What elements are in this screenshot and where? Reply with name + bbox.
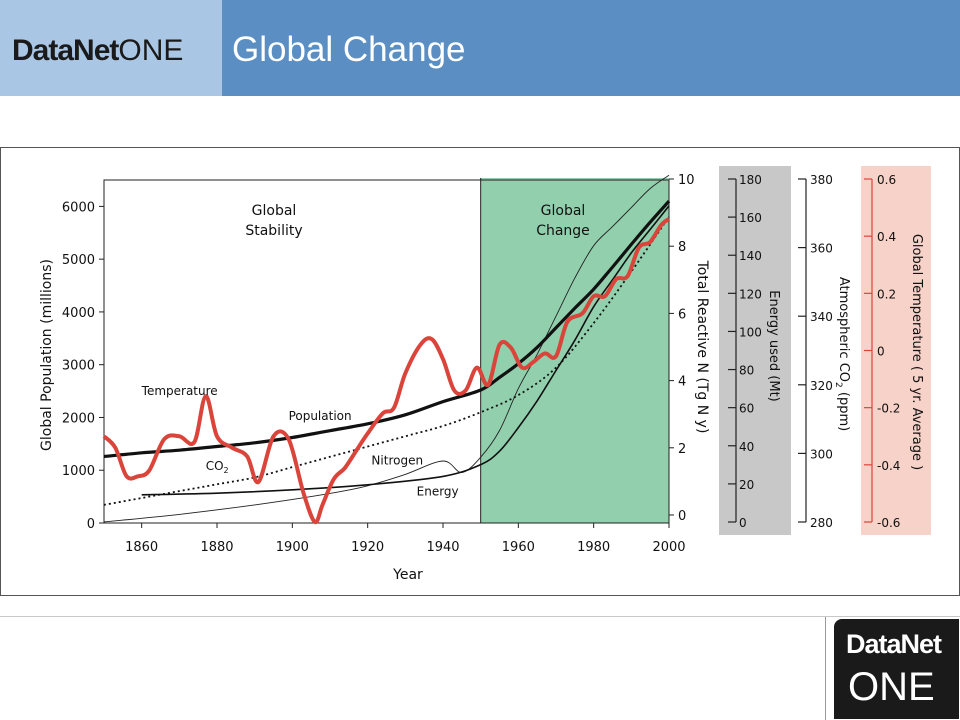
energy-axis-band	[719, 166, 791, 535]
header-bar: DataNetONE Global Change	[0, 0, 960, 96]
badge-one: ONE	[848, 665, 935, 709]
x-axis-title: Year	[392, 567, 423, 583]
nitrogen-tick-label-6: 6	[678, 307, 686, 322]
chart-frame: Global Stability Global Change Temperatu…	[0, 147, 960, 596]
temperature-axis: 0.6 0.4 0.2 0 -0.2 -0.4 -0.6	[864, 173, 900, 530]
co2-axis: 280 300 320 340 360 380	[798, 173, 833, 530]
x-tick-label-1900: 1900	[276, 540, 309, 555]
energy-tick-label-40: 40	[739, 440, 754, 454]
energy-axis-title: Energy used (Mt)	[766, 290, 781, 402]
co2-tick-label-360: 360	[810, 242, 833, 256]
plot-area	[103, 179, 670, 524]
x-tick-label-1960: 1960	[502, 540, 535, 555]
badge-background: DataNet ONE	[834, 619, 959, 719]
population-tick-label-0: 0	[87, 517, 95, 532]
datanetone-badge: DataNet ONE	[825, 617, 960, 720]
energy-tick-label-60: 60	[739, 402, 754, 416]
co2-tick-label-280: 280	[810, 516, 833, 530]
label-co2-sub: 2	[224, 466, 229, 475]
temperature-tick-label--0.2: -0.2	[877, 402, 900, 416]
x-tick-label-1980: 1980	[577, 540, 610, 555]
temperature-tick-label--0.4: -0.4	[877, 459, 900, 473]
label-energy: Energy	[417, 485, 459, 499]
region-label-stability-line1: Global	[252, 203, 297, 219]
temperature-tick-label-0.6: 0.6	[877, 173, 896, 187]
energy-axis: 0 20 40 60 80 100 120 140 160 180	[728, 173, 762, 530]
nitrogen-tick-label-10: 10	[678, 173, 695, 188]
co2-tick-label-300: 300	[810, 447, 833, 461]
series-co2-line	[103, 216, 670, 506]
temperature-axis-band	[861, 166, 931, 535]
energy-tick-label-20: 20	[739, 478, 754, 492]
series-temperature-line	[102, 217, 671, 525]
badge-word: DataNet	[846, 629, 942, 659]
energy-tick-label-180: 180	[739, 173, 762, 187]
region-label-change-line2: Change	[536, 223, 590, 239]
population-tick-label-5000: 5000	[62, 253, 95, 268]
co2-tick-label-340: 340	[810, 310, 833, 324]
population-tick-label-4000: 4000	[62, 306, 95, 321]
temperature-tick-label--0.6: -0.6	[877, 516, 900, 530]
footer-divider	[0, 616, 960, 617]
nitrogen-tick-label-2: 2	[678, 442, 686, 457]
datanetone-logo: DataNetONE	[12, 34, 183, 68]
logo-word: DataNet	[12, 34, 119, 67]
logo-box: DataNetONE	[0, 0, 222, 96]
temperature-tick-label-0.2: 0.2	[877, 287, 896, 301]
co2-tick-label-320: 320	[810, 379, 833, 393]
nitrogen-tick-label-0: 0	[678, 509, 686, 524]
label-population: Population	[289, 409, 352, 423]
series-energy-line	[103, 174, 670, 523]
population-tick-label-1000: 1000	[62, 464, 95, 479]
temperature-tick-label-0: 0	[877, 345, 885, 359]
region-label-stability-line2: Stability	[245, 223, 302, 239]
x-tick-label-1880: 1880	[200, 540, 233, 555]
population-axis-title: Global Population (millions)	[39, 259, 55, 451]
energy-tick-label-160: 160	[739, 211, 762, 225]
co2-axis-title-tail: (ppm)	[836, 388, 851, 431]
energy-tick-label-140: 140	[739, 249, 762, 263]
nitrogen-tick-label-4: 4	[678, 375, 686, 390]
energy-tick-label-0: 0	[739, 516, 747, 530]
x-axis: 1860 1880 1900 1920 1940 1960 1980 2000	[125, 523, 686, 555]
population-tick-label-6000: 6000	[62, 200, 95, 215]
label-temperature: Temperature	[141, 384, 218, 398]
population-tick-label-2000: 2000	[62, 411, 95, 426]
energy-tick-label-100: 100	[739, 325, 762, 339]
logo-one: ONE	[118, 34, 184, 67]
co2-axis-title-main: Atmospheric CO	[836, 277, 851, 382]
x-tick-label-1920: 1920	[351, 540, 384, 555]
temperature-axis-title: Global Temperature ( 5 yr. Average )	[909, 234, 924, 470]
label-nitrogen: Nitrogen	[371, 453, 423, 467]
temperature-tick-label-0.4: 0.4	[877, 230, 896, 244]
nitrogen-tick-label-8: 8	[678, 240, 686, 255]
co2-axis-title: Atmospheric CO2 (ppm)	[833, 277, 851, 431]
co2-tick-label-380: 380	[810, 173, 833, 187]
x-tick-label-1860: 1860	[125, 540, 158, 555]
nitrogen-axis-title: Total Reactive N (Tg N y)	[694, 260, 710, 434]
nitrogen-axis: 0 2 4 6 8 10	[669, 173, 695, 524]
population-tick-label-3000: 3000	[62, 359, 95, 374]
region-label-change-line1: Global	[541, 203, 586, 219]
x-tick-label-2000: 2000	[652, 540, 685, 555]
population-axis: 0 1000 2000 3000 4000 5000 6000	[62, 200, 104, 532]
series-nitrogen-line	[141, 205, 670, 496]
energy-tick-label-120: 120	[739, 287, 762, 301]
energy-tick-label-80: 80	[739, 364, 754, 378]
co2-axis-title-sub: 2	[833, 382, 843, 388]
page-title: Global Change	[232, 30, 466, 69]
global-change-chart: Global Stability Global Change Temperatu…	[39, 166, 931, 583]
label-co2: CO2	[206, 459, 229, 475]
label-co2-main: CO	[206, 459, 224, 473]
x-tick-label-1940: 1940	[426, 540, 459, 555]
